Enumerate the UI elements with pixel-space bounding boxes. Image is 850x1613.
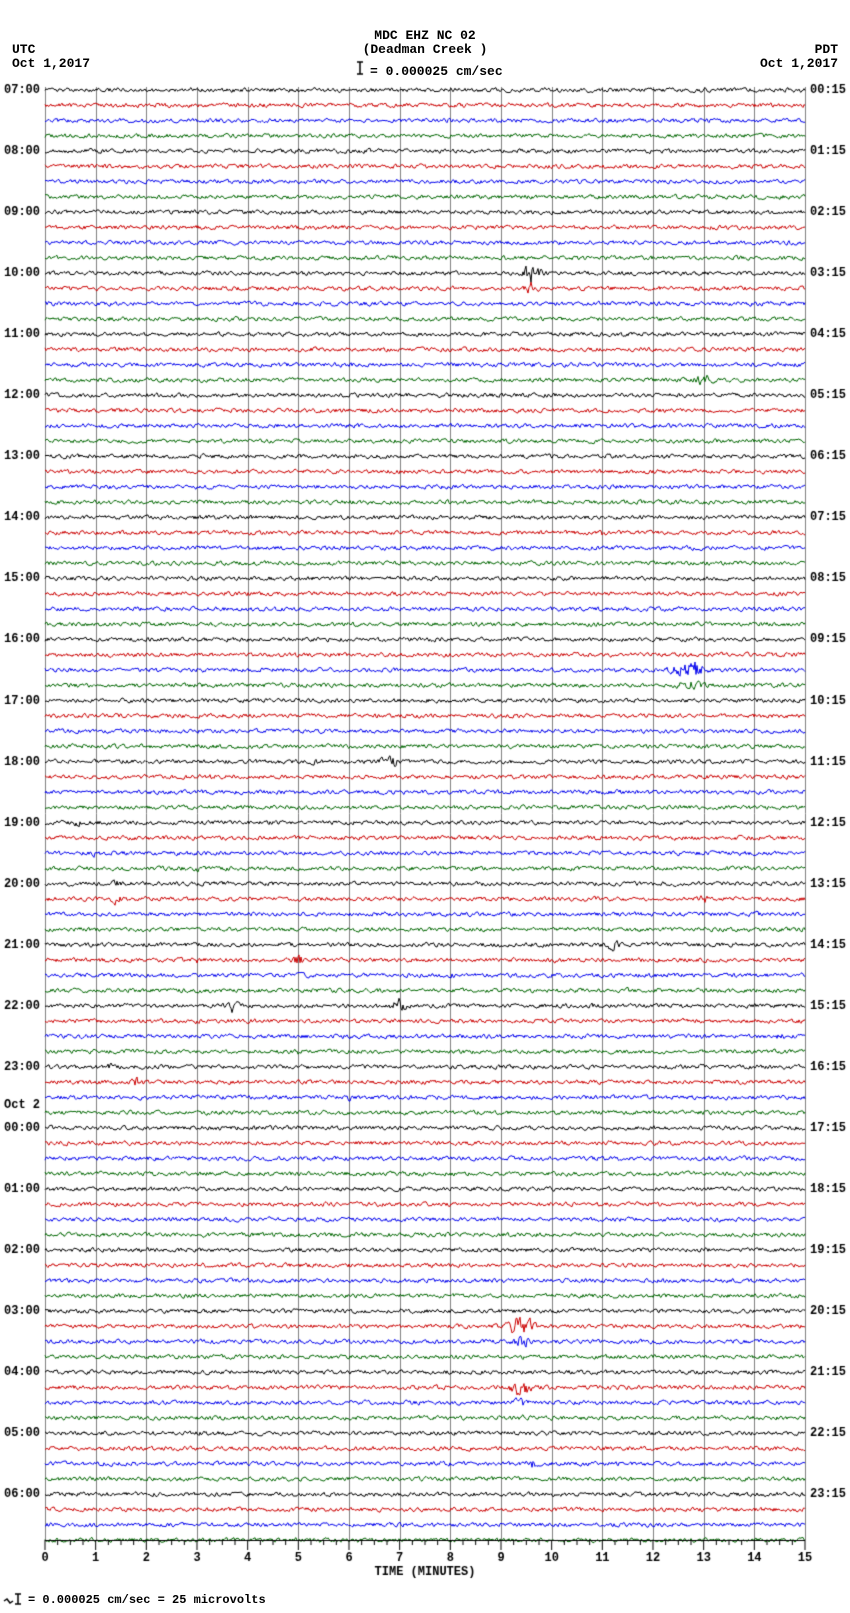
station-code: MDC EHZ NC 02: [340, 28, 510, 43]
right-timezone: PDT: [815, 42, 838, 57]
right-date: Oct 1,2017: [760, 56, 838, 71]
left-date: Oct 1,2017: [12, 56, 90, 71]
footer-scale: = 0.000025 cm/sec = 25 microvolts: [28, 1593, 266, 1607]
seismogram-container: MDC EHZ NC 02 (Deadman Creek ) = 0.00002…: [0, 0, 850, 1613]
scale-label: = 0.000025 cm/sec: [370, 64, 503, 79]
station-location: (Deadman Creek ): [340, 42, 510, 57]
left-timezone: UTC: [12, 42, 35, 57]
seismogram-canvas: [0, 0, 850, 1613]
